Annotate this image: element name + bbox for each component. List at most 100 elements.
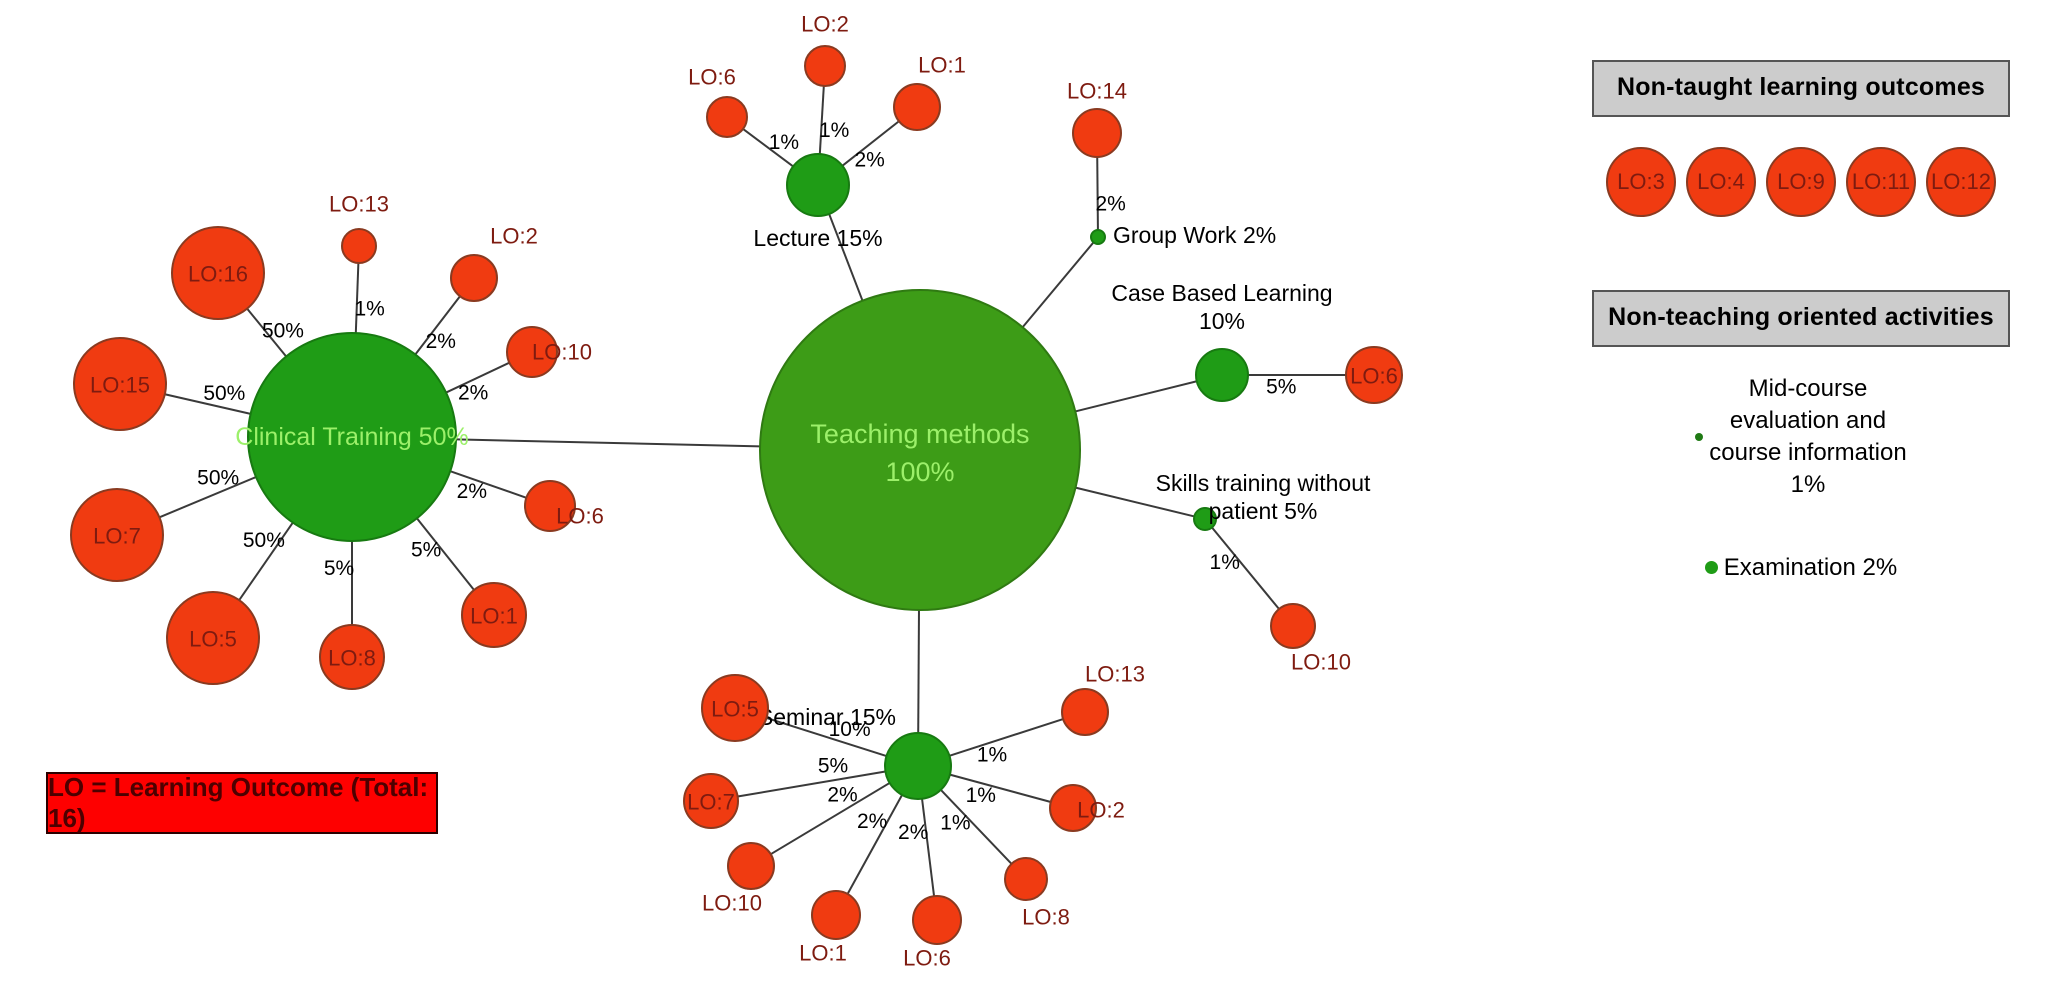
edge-lecture-to-lo-12: 2% [841,120,900,171]
node-learning-outcome[interactable]: LO:10 [1270,603,1351,675]
node-method-clinical[interactable]: Clinical Training 50% [235,332,469,542]
edge-clinical-to-lo-2: 50% [159,466,257,519]
node-learning-outcome[interactable]: LO:16 [171,226,265,320]
lo-label: LO:2 [490,224,538,249]
edge-clinical-to-lo-0: 50% [246,307,304,358]
edge-seminar-to-lo-17: 5% [737,755,886,798]
node-learning-outcome[interactable]: LO:1 [461,582,527,648]
root-value: 100% [885,457,954,487]
lo-label: LO:6 [556,504,604,529]
node-learning-outcome[interactable]: LO:13 [1061,662,1145,736]
node-learning-outcome[interactable]: LO:14 [1067,79,1127,158]
node-learning-outcome[interactable]: LO:10 [702,842,775,916]
node-learning-outcome[interactable]: LO:7 [683,773,739,829]
method-label-clinical: Clinical Training 50% [235,423,468,451]
edge-lecture-to-lo-10: 1% [742,128,799,168]
method-label2-skills: patient 5% [1209,498,1318,524]
edge-percent-label: 1% [819,119,849,142]
edge-percent-label: 10% [829,718,871,741]
node-learning-outcome[interactable]: LO:6 [903,895,962,971]
learning-outcome-legend-text: LO = Learning Outcome (Total: 16) [48,772,429,833]
node-learning-outcome[interactable]: LO:7 [70,488,164,582]
learning-outcome-legend: LO = Learning Outcome (Total: 16) [46,772,438,834]
edge-seminar-to-lo-18: 2% [770,782,891,856]
node-learning-outcome[interactable]: LO:10 [506,326,592,378]
node-learning-outcome[interactable]: LO:2 [450,224,538,302]
lo-label: LO:13 [1085,662,1145,687]
method-label2-cbl: 10% [1199,308,1245,334]
lo-label: LO:8 [1022,905,1070,930]
non-taught-lo-chip[interactable]: LO:9 [1766,147,1836,217]
lo-label: LO:8 [328,646,376,671]
node-method-lecture[interactable]: Lecture 15% [753,153,883,251]
edges-layer: 50%50%50%50%5%5%2%2%2%1%1%1%2%2%5%1%10%5… [159,85,1346,897]
node-learning-outcome[interactable]: LO:15 [73,337,167,431]
root-label: Teaching methods [810,419,1029,449]
node-learning-outcome[interactable]: LO:8 [1004,857,1070,930]
non-taught-lo-chip[interactable]: LO:12 [1926,147,1996,217]
lo-label: LO:5 [189,627,237,652]
edge-seminar-to-lo-21: 1% [940,789,1013,865]
non-taught-learning-outcomes-panel: Non-taught learning outcomes LO:3 LO:4 LO:… [1592,60,2010,217]
node-learning-outcome[interactable]: LO:6 [688,65,748,138]
lo-label: LO:6 [903,946,951,971]
edge-percent-label: 50% [197,466,239,489]
node-learning-outcome[interactable]: LO:13 [329,192,389,264]
lo-label: LO:5 [711,697,759,722]
lo-label: LO:6 [1350,364,1398,389]
edge-percent-label: 1% [966,784,996,807]
edge-skills-to-lo-15: 1% [1210,526,1280,610]
node-learning-outcome[interactable]: LO:1 [799,890,861,966]
non-taught-lo-chip[interactable]: LO:11 [1846,147,1916,217]
node-learning-outcome[interactable]: LO:2 [1049,784,1125,832]
edge-clinical-to-lo-3: 50% [238,521,294,601]
lo-label: LO:13 [329,192,389,217]
method-label-seminar: Seminar 15% [758,704,896,730]
non-taught-lo-chip[interactable]: LO:3 [1606,147,1676,217]
edge-percent-label: 2% [458,382,488,405]
lo-label: LO:7 [93,524,141,549]
edge-percent-label: 50% [262,320,304,343]
edge-percent-label: 50% [203,382,245,405]
node-teaching-methods[interactable]: Teaching methods 100% [759,289,1081,611]
lo-label: LO:7 [687,790,735,815]
node-learning-outcome[interactable]: LO:5 [166,591,260,685]
non-taught-lo-chip[interactable]: LO:4 [1686,147,1756,217]
node-learning-outcome[interactable]: LO:8 [319,624,385,690]
non-teaching-activities-panel: Non-teaching oriented activities Mid-cou… [1592,290,2010,582]
edge-seminar-to-lo-23: 1% [949,718,1064,766]
node-learning-outcome[interactable]: LO:1 [893,53,966,131]
edge-root-to-clinical [455,438,761,448]
edge-clinical-to-lo-5: 5% [411,517,475,591]
node-learning-outcome[interactable]: LO:5 [701,674,769,742]
edge-percent-label: 1% [940,812,970,835]
edge-percent-label: 2% [854,148,884,171]
lo-label: LO:14 [1067,79,1127,104]
lo-label: LO:6 [688,65,736,90]
node-method-seminar[interactable]: Seminar 15% [758,704,952,800]
node-method-groupwork[interactable]: Group Work 2% [1090,222,1276,248]
edge-percent-label: 1% [354,297,384,320]
lo-label: LO:1 [918,53,966,78]
node-learning-outcome[interactable]: LO:6 [1345,346,1403,404]
non-taught-chip-row: LO:3 LO:4 LO:9 LO:11 LO:12 [1592,147,2010,217]
edge-percent-label: 2% [457,480,487,503]
node-learning-outcome[interactable]: LO:6 [524,480,604,532]
method-label-lecture: Lecture 15% [753,225,882,251]
lo-label: LO:16 [188,262,248,287]
edge-clinical-to-lo-8: 2% [414,295,461,356]
edge-clinical-to-lo-1: 50% [164,382,251,415]
node-learning-outcome[interactable]: LO:2 [801,12,849,87]
edge-root-to-lecture [828,213,864,302]
edge-percent-label: 1% [1210,551,1240,574]
edge-percent-label: 2% [1096,193,1126,216]
edge-percent-label: 5% [411,538,441,561]
lo-label: LO:1 [470,604,518,629]
activity-item: Examination 2% [1592,554,2010,582]
lo-label: LO:10 [1291,650,1351,675]
activity-label: Examination 2% [1723,553,1898,581]
non-taught-panel-title: Non-taught learning outcomes [1592,60,2010,117]
edge-seminar-to-lo-20: 2% [898,798,936,897]
